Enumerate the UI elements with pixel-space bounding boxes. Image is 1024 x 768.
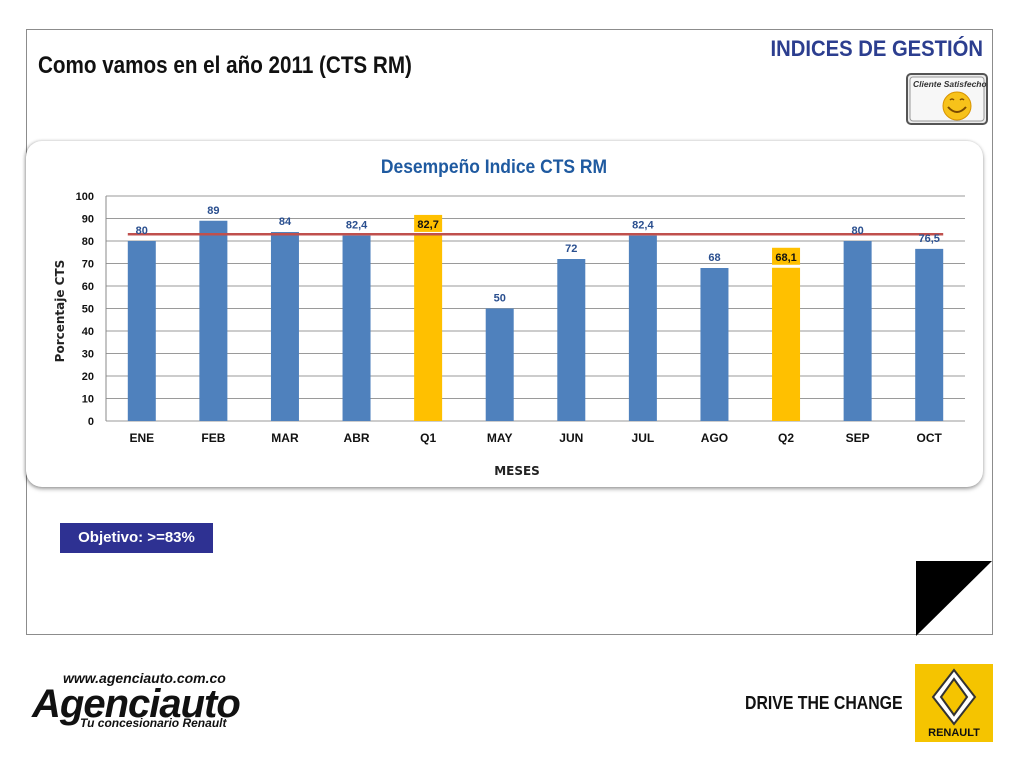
y-tick-label: 30	[82, 349, 94, 361]
x-tick-label: AGO	[701, 431, 728, 445]
chart-card: Desempeño Indice CTS RM 0 10 20 30 40 50 60 70 8…	[26, 141, 983, 487]
x-tick-labels: ENE FEB MAR ABR Q1 MAY JUN JUL AGO Q2 SEP OCT	[129, 431, 942, 445]
x-tick-label: ABR	[344, 431, 370, 445]
value-label: 68,1	[775, 252, 796, 264]
bar-jun	[557, 259, 586, 421]
value-label: 84	[279, 216, 292, 228]
bar-may	[485, 308, 514, 421]
value-label: 68	[708, 252, 720, 264]
x-tick-label: MAR	[271, 431, 299, 445]
value-label: 82,4	[632, 220, 654, 232]
x-tick-label: ENE	[129, 431, 154, 445]
corner-fold-mark	[916, 561, 992, 636]
bar-mar	[270, 232, 299, 421]
x-axis-label: MESES	[494, 464, 540, 478]
bar-oct	[915, 248, 944, 421]
satisfied-customer-badge: Cliente Satisfecho	[906, 73, 988, 125]
y-tick-label: 20	[82, 371, 94, 383]
bar-chart: Desempeño Indice CTS RM 0 10 20 30 40 50 60 70 8…	[53, 155, 965, 478]
renault-logo: RENAULT	[915, 664, 993, 742]
y-tick-label: 70	[82, 259, 94, 271]
y-tick-label: 40	[82, 326, 94, 338]
value-label: 80	[852, 225, 864, 237]
value-label: 89	[207, 205, 219, 217]
bar-ene	[127, 241, 156, 421]
renault-logo-text: RENAULT	[928, 727, 980, 739]
brand-url: www.agenciauto.com.co	[63, 670, 226, 686]
renault-diamond-icon	[931, 668, 977, 726]
x-tick-label: Q1	[420, 431, 436, 445]
x-tick-label: JUL	[632, 431, 655, 445]
bar-feb	[199, 220, 228, 421]
x-tick-label: SEP	[846, 431, 870, 445]
value-label: 50	[494, 293, 506, 305]
bar-sep	[843, 241, 872, 421]
bars	[127, 220, 944, 421]
y-tick-label: 100	[76, 191, 94, 203]
value-label: 82,7	[417, 219, 438, 231]
value-label-box	[772, 247, 801, 265]
y-tick-label: 90	[82, 214, 94, 226]
page-title: Como vamos en el año 2011 (CTS RM)	[38, 52, 412, 79]
y-tick-label: 10	[82, 394, 94, 406]
y-tick-label: 60	[82, 281, 94, 293]
x-tick-label: OCT	[917, 431, 943, 445]
section-title: INDICES DE GESTIÓN	[770, 36, 983, 61]
slogan: DRIVE THE CHANGE	[745, 693, 903, 713]
bar-ago	[700, 268, 729, 421]
y-tick-label: 80	[82, 236, 94, 248]
x-tick-label: FEB	[201, 431, 225, 445]
bar-q2	[772, 267, 801, 421]
x-tick-label: JUN	[559, 431, 583, 445]
value-labels: 80 89 84 82,4 82,7 50 72 82,4 68 68,1 80 76,5	[136, 205, 940, 305]
x-tick-label: MAY	[487, 431, 513, 445]
gridlines	[105, 195, 965, 422]
brand-tagline: Tu concesionario Renault	[80, 716, 227, 730]
y-axis-label: Porcentaje CTS	[53, 260, 67, 363]
badge-label: Cliente Satisfecho	[913, 79, 987, 89]
value-label: 80	[136, 225, 148, 237]
x-tick-label: Q2	[778, 431, 794, 445]
value-label: 76,5	[918, 233, 939, 245]
bar-abr	[342, 235, 371, 421]
brand-logo-text: Agenciauto	[32, 682, 241, 726]
smiley-icon	[942, 91, 972, 121]
y-tick-labels: 0 10 20 30 40 50 60 70 80 90 100	[76, 191, 94, 428]
value-label: 72	[565, 243, 577, 255]
chart-title: Desempeño Indice CTS RM	[381, 155, 607, 177]
value-label-box	[414, 214, 443, 232]
value-label: 82,4	[346, 220, 368, 232]
bar-jul	[628, 235, 657, 421]
y-tick-label: 50	[82, 304, 94, 316]
objective-box: Objetivo: >=83%	[60, 523, 213, 553]
bar-q1	[414, 234, 443, 421]
y-tick-label: 0	[88, 416, 94, 428]
